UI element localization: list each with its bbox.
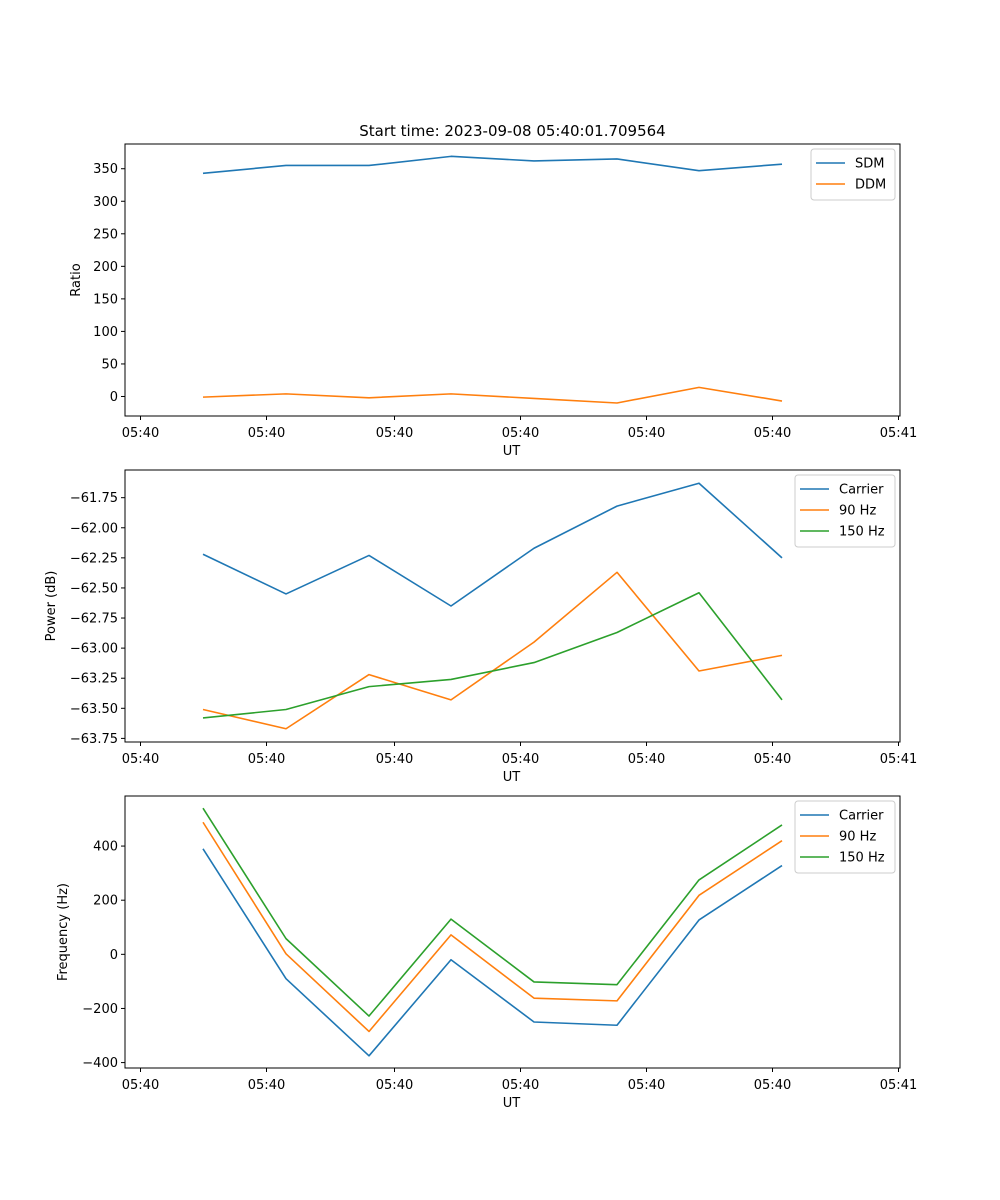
frequency-xtick-label: 05:41 bbox=[880, 1078, 917, 1093]
power-series-carrier-line bbox=[202, 482, 783, 607]
ratio-series-ddm-line bbox=[202, 386, 783, 404]
frequency-xlabel: UT bbox=[503, 1096, 521, 1111]
ratio-ytick-label: 250 bbox=[93, 227, 118, 242]
power-ytick-label: −62.25 bbox=[70, 551, 118, 566]
ratio-xtick-label: 05:40 bbox=[754, 426, 791, 441]
power-legend-label: Carrier bbox=[839, 483, 884, 498]
ratio-ytick-label: 50 bbox=[101, 357, 118, 372]
power-ytick-label: −63.25 bbox=[70, 672, 118, 687]
power-ytick-label: −63.75 bbox=[70, 732, 118, 747]
frequency-ytick-label: 0 bbox=[110, 948, 118, 963]
subplot-ratio: Ratio UT 0 50 100 150 200 250 300 350 05:40 05:40… bbox=[69, 143, 917, 459]
power-ytick-label: −61.75 bbox=[70, 491, 118, 506]
ratio-ytick-label: 150 bbox=[93, 292, 118, 307]
power-xtick-label: 05:40 bbox=[502, 752, 539, 767]
ratio-ytick-label: 100 bbox=[93, 325, 118, 340]
frequency-series-90-hz-line bbox=[202, 821, 783, 1033]
ratio-xtick-label: 05:40 bbox=[502, 426, 539, 441]
ratio-ytick-label: 350 bbox=[93, 162, 118, 177]
frequency-xtick-label: 05:40 bbox=[628, 1078, 665, 1093]
ratio-ylabel: Ratio bbox=[69, 263, 84, 296]
power-ytick-label: −62.75 bbox=[70, 612, 118, 627]
power-ytick-label: −62.50 bbox=[70, 581, 118, 596]
power-ytick-label: −62.00 bbox=[70, 521, 118, 536]
frequency-legend: Carrier 90 Hz 150 Hz bbox=[794, 800, 896, 874]
power-xtick-label: 05:40 bbox=[754, 752, 791, 767]
ratio-series-sdm-line bbox=[202, 155, 783, 175]
power-ylabel: Power (dB) bbox=[44, 571, 59, 642]
power-legend-box bbox=[794, 474, 896, 548]
frequency-ytick-label: −200 bbox=[82, 1002, 118, 1017]
frequency-xtick-label: 05:40 bbox=[122, 1078, 159, 1093]
frequency-series-150-hz-line bbox=[202, 807, 783, 1017]
ratio-legend: SDM DDM bbox=[810, 148, 896, 201]
frequency-legend-label: 150 Hz bbox=[839, 851, 885, 866]
power-xtick-label: 05:40 bbox=[376, 752, 413, 767]
frequency-legend-label: 90 Hz bbox=[839, 830, 876, 845]
ratio-ytick-label: 200 bbox=[93, 260, 118, 275]
ratio-xtick-label: 05:40 bbox=[376, 426, 413, 441]
frequency-axes-frame bbox=[124, 795, 901, 1069]
frequency-xtick-label: 05:40 bbox=[754, 1078, 791, 1093]
frequency-xtick-label: 05:40 bbox=[248, 1078, 285, 1093]
frequency-ytick-label: 200 bbox=[93, 894, 118, 909]
ratio-axes-frame bbox=[124, 143, 901, 417]
frequency-ylabel: Frequency (Hz) bbox=[56, 883, 71, 981]
frequency-xtick-label: 05:40 bbox=[376, 1078, 413, 1093]
subplot-power: Power (dB) UT −63.75 −63.50 −63.25 −63.00 −6… bbox=[44, 469, 917, 785]
power-series-150-hz-line bbox=[202, 591, 783, 719]
frequency-series-carrier-line bbox=[202, 848, 783, 1057]
subplot-frequency: Frequency (Hz) UT −400 −200 0 200 400 05:40 05… bbox=[56, 795, 917, 1111]
ratio-ytick-label: 300 bbox=[93, 195, 118, 210]
frequency-xtick-label: 05:40 bbox=[502, 1078, 539, 1093]
power-ytick-label: −63.00 bbox=[70, 642, 118, 657]
power-ytick-label: −63.50 bbox=[70, 702, 118, 717]
power-xtick-label: 05:40 bbox=[628, 752, 665, 767]
ratio-legend-label: SDM bbox=[855, 157, 884, 172]
frequency-ytick-label: 400 bbox=[93, 840, 118, 855]
power-axes-frame bbox=[124, 469, 901, 743]
frequency-legend-box bbox=[794, 800, 896, 874]
power-legend: Carrier 90 Hz 150 Hz bbox=[794, 474, 896, 548]
ratio-xtick-label: 05:41 bbox=[880, 426, 917, 441]
power-xlabel: UT bbox=[503, 770, 521, 785]
frequency-ytick-label: −400 bbox=[82, 1056, 118, 1071]
ratio-xtick-label: 05:40 bbox=[628, 426, 665, 441]
power-xtick-label: 05:40 bbox=[122, 752, 159, 767]
power-xtick-label: 05:40 bbox=[248, 752, 285, 767]
power-legend-label: 150 Hz bbox=[839, 525, 885, 540]
ratio-ytick-label: 0 bbox=[110, 390, 118, 405]
frequency-legend-label: Carrier bbox=[839, 809, 884, 824]
ratio-legend-label: DDM bbox=[855, 178, 886, 193]
figure-title: Start time: 2023-09-08 05:40:01.709564 bbox=[359, 122, 665, 140]
ratio-xtick-label: 05:40 bbox=[248, 426, 285, 441]
ratio-legend-box bbox=[810, 148, 896, 201]
ratio-xlabel: UT bbox=[503, 444, 521, 459]
power-xtick-label: 05:41 bbox=[880, 752, 917, 767]
ratio-xtick-label: 05:40 bbox=[122, 426, 159, 441]
power-legend-label: 90 Hz bbox=[839, 504, 876, 519]
